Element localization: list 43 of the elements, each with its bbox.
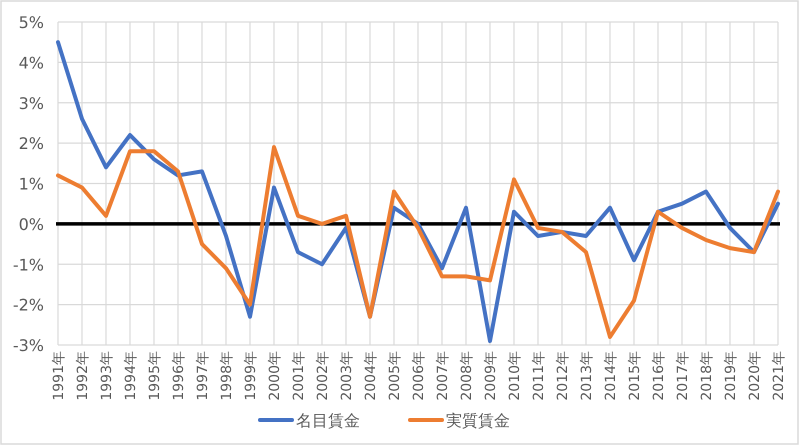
x-tick-label: 2013年 — [579, 351, 595, 401]
x-tick-label: 1995年 — [147, 351, 163, 401]
x-tick-label: 1994年 — [123, 351, 139, 401]
y-tick-label: 5% — [18, 13, 44, 32]
legend-label: 名目賃金 — [296, 411, 360, 430]
x-tick-label: 2014年 — [603, 351, 619, 401]
x-tick-label: 2016年 — [651, 351, 667, 401]
y-tick-label: -1% — [12, 255, 44, 274]
x-tick-label: 2006年 — [411, 351, 427, 401]
x-tick-label: 2009年 — [483, 351, 499, 401]
x-tick-label: 1996年 — [171, 351, 187, 401]
x-tick-label: 2003年 — [339, 351, 355, 401]
y-tick-label: 3% — [18, 94, 44, 113]
x-tick-label: 1991年 — [51, 351, 67, 401]
x-tick-label: 2001年 — [291, 351, 307, 401]
x-tick-label: 2011年 — [531, 351, 547, 401]
x-tick-label: 1992年 — [75, 351, 91, 401]
y-tick-label: 1% — [18, 174, 44, 194]
x-tick-label: 2019年 — [723, 351, 739, 401]
x-tick-label: 2007年 — [435, 351, 451, 401]
y-tick-label: 0% — [18, 214, 44, 234]
x-tick-label: 2008年 — [459, 351, 475, 401]
x-tick-label: 2021年 — [771, 351, 787, 401]
x-tick-label: 2018年 — [699, 351, 715, 401]
line-series — [56, 145, 780, 339]
x-tick-label: 1993年 — [99, 351, 115, 401]
x-tick-label: 1997年 — [195, 351, 211, 401]
x-tick-label: 2005年 — [387, 351, 403, 401]
y-tick-label: 4% — [18, 53, 44, 72]
x-tick-label: 2017年 — [675, 351, 691, 401]
y-tick-label: 2% — [18, 134, 44, 154]
x-tick-label: 2015年 — [627, 351, 643, 401]
x-tick-label: 2002年 — [315, 351, 331, 401]
x-tick-label: 2010年 — [507, 351, 523, 401]
y-tick-label: -2% — [12, 296, 44, 315]
y-tick-label: -3% — [12, 336, 44, 355]
x-tick-label: 1998年 — [219, 351, 235, 401]
x-tick-label: 2004年 — [363, 351, 379, 401]
x-tick-label: 2012年 — [555, 351, 571, 401]
x-tick-label: 2020年 — [747, 351, 763, 401]
x-tick-label: 2000年 — [267, 351, 283, 401]
legend-label: 実質賃金 — [446, 411, 510, 430]
x-tick-label: 1999年 — [243, 351, 259, 401]
